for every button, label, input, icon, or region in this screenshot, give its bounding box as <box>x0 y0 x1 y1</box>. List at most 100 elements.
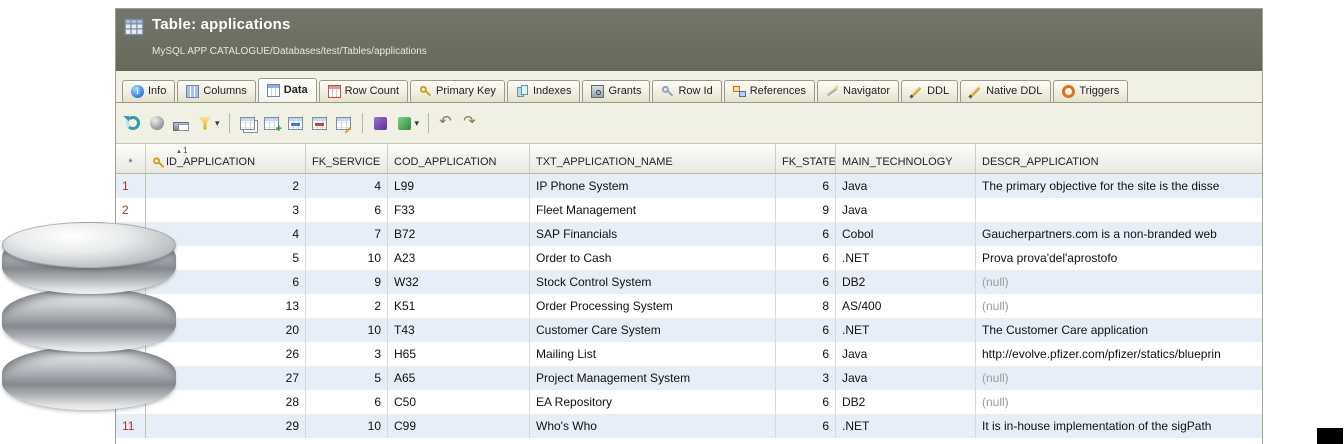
cell-descr-application[interactable]: (null) <box>982 371 1009 385</box>
cell-main-technology[interactable]: DB2 <box>836 270 976 294</box>
cell-fk-state[interactable]: 6 <box>776 342 836 366</box>
insert-row-button[interactable] <box>263 114 282 135</box>
edit-row-button[interactable] <box>335 114 353 132</box>
cell-main-technology[interactable]: .NET <box>836 414 976 438</box>
cell-cod-application[interactable]: A65 <box>388 366 530 390</box>
cell-fk-service[interactable]: 4 <box>306 174 388 198</box>
cell-id-application[interactable]: 3 <box>146 198 306 222</box>
cell-fk-state[interactable]: 6 <box>776 414 836 438</box>
tab-triggers[interactable]: Triggers <box>1053 80 1129 102</box>
cell-main-technology[interactable]: Java <box>836 366 976 390</box>
cell-fk-state[interactable]: 6 <box>776 318 836 342</box>
cell-txt-application-name[interactable]: IP Phone System <box>530 174 776 198</box>
cell-txt-application-name[interactable]: Customer Care System <box>530 318 776 342</box>
cell-fk-state[interactable]: 6 <box>776 222 836 246</box>
cell-txt-application-name[interactable]: Mailing List <box>530 342 776 366</box>
cell-descr-application[interactable]: Gaucherpartners.com is a non-branded web <box>982 227 1217 241</box>
column-header-id-application[interactable]: 1 ID_APPLICATION <box>146 144 306 173</box>
cell-id-application[interactable]: 20 <box>146 318 306 342</box>
tab-columns[interactable]: Columns <box>177 80 256 102</box>
cell-id-application[interactable]: 28 <box>146 390 306 414</box>
cell-main-technology[interactable]: DB2 <box>836 390 976 414</box>
cell-cod-application[interactable]: K51 <box>388 294 530 318</box>
row-number-cell[interactable]: 2 <box>116 198 146 222</box>
column-header-main-technology[interactable]: MAIN_TECHNOLOGY <box>836 144 976 173</box>
row-number-cell[interactable]: 11 <box>116 414 146 438</box>
cell-descr-application[interactable]: The primary objective for the site is th… <box>982 179 1220 193</box>
undo-button[interactable] <box>438 112 456 132</box>
cell-main-technology[interactable]: .NET <box>836 318 976 342</box>
column-header-fk-service[interactable]: FK_SERVICE <box>306 144 388 173</box>
cell-descr-application[interactable]: Prova prova'del'aprostofo <box>982 251 1118 265</box>
cell-cod-application[interactable]: C50 <box>388 390 530 414</box>
column-header-fk-state[interactable]: FK_STATE <box>776 144 836 173</box>
cell-fk-service[interactable]: 3 <box>306 342 388 366</box>
delete-row-button[interactable] <box>311 114 329 132</box>
copy-grid-button[interactable] <box>239 114 257 132</box>
stop-button[interactable] <box>148 114 166 132</box>
cell-txt-application-name[interactable]: Fleet Management <box>530 198 776 222</box>
cell-id-application[interactable]: 6 <box>146 270 306 294</box>
cell-main-technology[interactable]: Java <box>836 342 976 366</box>
cell-id-application[interactable]: 27 <box>146 366 306 390</box>
cell-descr-application[interactable] <box>976 198 1262 222</box>
cell-descr-application[interactable]: (null) <box>982 275 1009 289</box>
column-header-descr-application[interactable]: DESCR_APPLICATION <box>982 156 1099 168</box>
cell-fk-service[interactable]: 6 <box>306 198 388 222</box>
cell-fk-service[interactable]: 5 <box>306 366 388 390</box>
column-header-cod-application[interactable]: COD_APPLICATION <box>388 144 530 173</box>
cell-cod-application[interactable]: T43 <box>388 318 530 342</box>
tab-row-count[interactable]: Row Count <box>318 80 409 102</box>
cell-txt-application-name[interactable]: Who's Who <box>530 414 776 438</box>
cell-txt-application-name[interactable]: EA Repository <box>530 390 776 414</box>
cell-descr-application[interactable]: The Customer Care application <box>982 323 1149 337</box>
filter-button[interactable]: ▾ <box>196 114 220 132</box>
cell-fk-state[interactable]: 6 <box>776 390 836 414</box>
cell-fk-service[interactable]: 10 <box>306 318 388 342</box>
cell-descr-application[interactable]: It is in-house implementation of the sig… <box>982 419 1212 433</box>
cell-txt-application-name[interactable]: Project Management System <box>530 366 776 390</box>
cell-id-application[interactable]: 4 <box>146 222 306 246</box>
cell-id-application[interactable]: 13 <box>146 294 306 318</box>
cell-fk-service[interactable]: 10 <box>306 414 388 438</box>
cell-txt-application-name[interactable]: Stock Control System <box>530 270 776 294</box>
cell-fk-service[interactable]: 10 <box>306 246 388 270</box>
row-number-header[interactable]: * <box>116 144 146 173</box>
tab-references[interactable]: References <box>723 80 815 102</box>
cell-main-technology[interactable]: Cobol <box>836 222 976 246</box>
column-header-txt-application-name[interactable]: TXT_APPLICATION_NAME <box>530 144 776 173</box>
cell-id-application[interactable]: 5 <box>146 246 306 270</box>
cell-fk-service[interactable]: 9 <box>306 270 388 294</box>
tab-grants[interactable]: Grants <box>582 80 651 102</box>
cell-txt-application-name[interactable]: Order Processing System <box>530 294 776 318</box>
cell-id-application[interactable]: 26 <box>146 342 306 366</box>
cell-fk-state[interactable]: 6 <box>776 174 836 198</box>
cell-fk-service[interactable]: 2 <box>306 294 388 318</box>
cell-cod-application[interactable]: W32 <box>388 270 530 294</box>
cell-fk-service[interactable]: 6 <box>306 390 388 414</box>
tab-primary-key[interactable]: Primary Key <box>410 80 505 102</box>
cell-id-application[interactable]: 2 <box>146 174 306 198</box>
duplicate-row-button[interactable] <box>287 114 305 132</box>
cell-main-technology[interactable]: Java <box>836 198 976 222</box>
tab-navigator[interactable]: Navigator <box>817 80 900 102</box>
cell-descr-application[interactable]: http://evolve.pfizer.com/pfizer/statics/… <box>982 347 1221 361</box>
cell-cod-application[interactable]: A23 <box>388 246 530 270</box>
redo-button[interactable] <box>462 112 480 132</box>
cell-fk-state[interactable]: 3 <box>776 366 836 390</box>
commit-button[interactable] <box>372 114 390 132</box>
cell-main-technology[interactable]: .NET <box>836 246 976 270</box>
row-number-cell[interactable]: 1 <box>116 174 146 198</box>
cell-fk-service[interactable]: 7 <box>306 222 388 246</box>
cell-txt-application-name[interactable]: SAP Financials <box>530 222 776 246</box>
tab-data[interactable]: Data <box>257 78 317 102</box>
cell-cod-application[interactable]: C99 <box>388 414 530 438</box>
tab-native-ddl[interactable]: Native DDL <box>960 80 1052 102</box>
tab-row-id[interactable]: Row Id <box>652 80 722 102</box>
cell-cod-application[interactable]: F33 <box>388 198 530 222</box>
cell-id-application[interactable]: 29 <box>146 414 306 438</box>
cell-txt-application-name[interactable]: Order to Cash <box>530 246 776 270</box>
rollback-button[interactable]: ▾ <box>396 114 419 132</box>
refresh-button[interactable] <box>124 114 142 132</box>
cell-main-technology[interactable]: Java <box>836 174 976 198</box>
